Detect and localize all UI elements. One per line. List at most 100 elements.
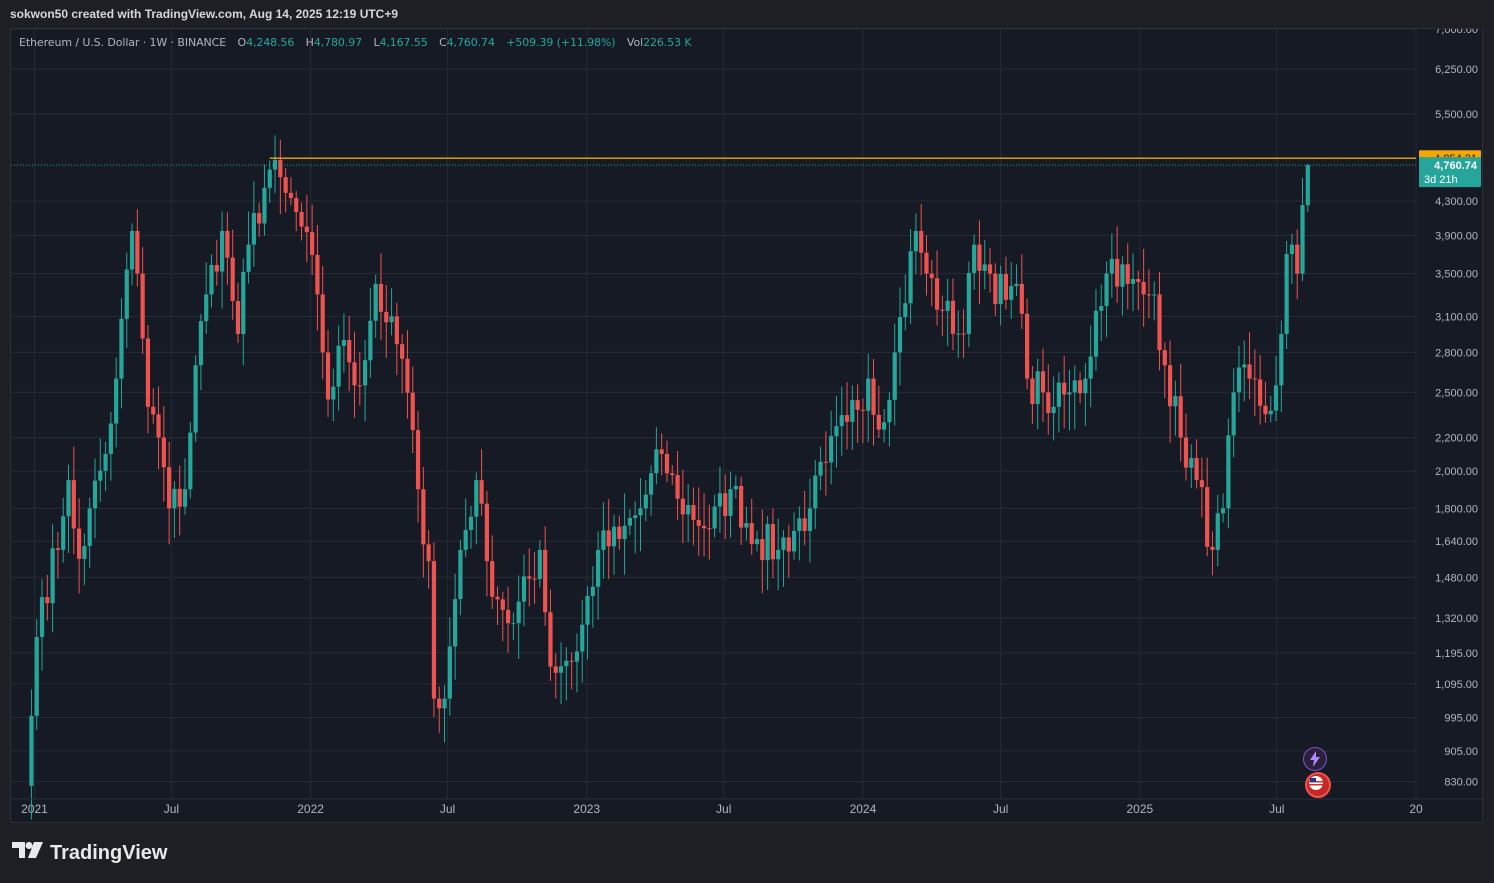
candle-body xyxy=(474,480,479,517)
candle-body xyxy=(553,666,558,673)
x-tick-label: Jul xyxy=(716,802,731,816)
candle-body xyxy=(537,549,542,580)
y-tick-label: 2,800.00 xyxy=(1435,347,1478,359)
candle-body xyxy=(1183,437,1189,468)
candle-body xyxy=(447,646,452,699)
candle-body xyxy=(304,226,309,233)
candle-body xyxy=(1168,365,1173,407)
candle-body xyxy=(532,578,537,580)
candle-body xyxy=(405,358,410,393)
candle-body xyxy=(1289,244,1295,255)
candle-body xyxy=(267,169,272,188)
candle-body xyxy=(1040,371,1046,393)
candle-body xyxy=(1003,274,1009,300)
candle-body xyxy=(442,698,447,709)
candle-body xyxy=(246,244,251,272)
y-tick-label: 2,000.00 xyxy=(1435,466,1478,478)
candle-body xyxy=(781,537,786,550)
candle-body xyxy=(574,651,580,662)
chart-panel[interactable]: 830.00 905.00 995.00 1,095.00 1,195.00 1,320.… xyxy=(10,28,1483,823)
candle-body xyxy=(638,508,643,516)
candle-body xyxy=(415,430,421,490)
y-tick-label: 1,640.00 xyxy=(1435,536,1478,548)
candle-body xyxy=(50,548,55,604)
open-label: O xyxy=(237,36,247,49)
candle-body xyxy=(1115,258,1120,287)
candle-body xyxy=(993,273,998,305)
candle-body xyxy=(1019,283,1024,314)
candle-body xyxy=(1252,378,1257,380)
candle-body xyxy=(585,595,590,625)
y-tick-label: 4,300.00 xyxy=(1435,196,1478,208)
candle-body xyxy=(511,623,516,625)
candle-body xyxy=(823,461,828,463)
candle-body xyxy=(172,488,177,509)
candle-body xyxy=(723,493,728,516)
low-value: 4,167.55 xyxy=(379,36,428,49)
candle-body xyxy=(1030,378,1035,405)
candle-body xyxy=(463,529,468,550)
countdown-label: 3d 21h xyxy=(1424,174,1458,186)
lightning-badge-icon[interactable] xyxy=(1303,747,1327,771)
candle-body xyxy=(336,345,341,387)
candle-body xyxy=(744,523,749,528)
candle-body xyxy=(437,698,442,709)
candle-body xyxy=(1152,294,1157,296)
candle-body xyxy=(908,251,913,304)
us-flag-badge-icon[interactable] xyxy=(1305,772,1331,798)
candle-body xyxy=(1120,264,1125,287)
candle-body xyxy=(362,360,368,386)
volume-value: 226.53 K xyxy=(643,36,692,49)
candle-body xyxy=(569,660,574,662)
symbol-label[interactable]: Ethereum / U.S. Dollar · 1W · BINANCE xyxy=(19,36,227,49)
candle-body xyxy=(929,273,934,279)
candle-body xyxy=(1236,367,1242,393)
candle-body xyxy=(813,475,818,509)
candle-body xyxy=(1083,378,1088,394)
candle-body xyxy=(103,453,108,471)
x-tick-label: 2022 xyxy=(297,802,324,816)
price-chart[interactable]: 830.00 905.00 995.00 1,095.00 1,195.00 1,320.… xyxy=(11,29,1483,823)
candle-body xyxy=(288,192,294,199)
candle-body xyxy=(1056,382,1061,407)
candle-body xyxy=(919,230,924,253)
candle-body xyxy=(860,409,866,411)
ohlc-legend: Ethereum / U.S. Dollar · 1W · BINANCE O 4… xyxy=(19,36,692,49)
candle-body xyxy=(1077,380,1083,394)
candle-body xyxy=(500,599,505,610)
candle-body xyxy=(527,576,532,579)
candle-body xyxy=(71,480,76,529)
candle-body xyxy=(299,212,304,227)
candle-body xyxy=(29,715,34,786)
candle-body xyxy=(310,232,315,255)
y-tick-label: 830.00 xyxy=(1444,777,1478,789)
candle-body xyxy=(214,264,219,272)
candle-body xyxy=(156,414,161,438)
candle-body xyxy=(1263,405,1268,415)
candle-body xyxy=(834,426,839,437)
candle-body xyxy=(61,516,66,550)
candle-body xyxy=(468,516,474,530)
candle-body xyxy=(680,498,685,515)
candle-body xyxy=(648,473,654,495)
candle-body xyxy=(92,480,98,509)
candle-body xyxy=(1109,258,1114,274)
candle-body xyxy=(543,549,548,613)
y-tick-label: 6,250.00 xyxy=(1435,64,1478,76)
candle-body xyxy=(1025,313,1030,379)
candle-body xyxy=(278,159,283,178)
candle-body xyxy=(204,294,209,322)
candle-body xyxy=(516,601,521,624)
candle-body xyxy=(108,423,113,454)
x-tick-label: Jul xyxy=(440,802,455,816)
candle-body xyxy=(696,519,701,526)
candle-body xyxy=(1014,283,1019,287)
candle-body xyxy=(225,230,230,258)
candle-body xyxy=(384,311,389,323)
candle-body xyxy=(1125,264,1130,284)
candle-body xyxy=(325,352,331,400)
candle-body xyxy=(754,539,760,545)
candle-body xyxy=(39,597,45,638)
candle-body xyxy=(1205,487,1210,547)
candle-body xyxy=(844,415,850,422)
